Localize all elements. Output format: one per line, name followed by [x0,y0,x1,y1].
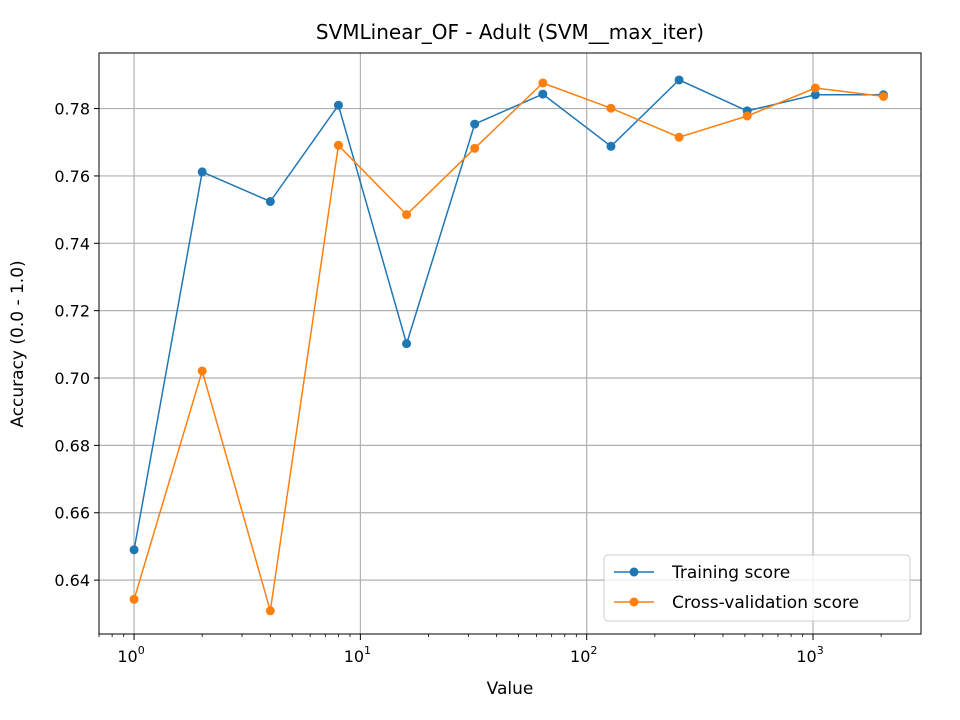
y-tick-label: 0.70 [54,369,90,388]
legend-marker-cross-validation [629,597,639,607]
data-point [606,141,616,151]
legend: Training score Cross-validation score [603,554,911,622]
series-layer [129,75,888,616]
plot-frame [98,52,922,635]
x-tick-label: 101 [344,644,371,666]
data-point [265,197,275,207]
series-cross-validation [129,78,888,616]
series-training [129,75,888,555]
data-point [402,339,412,349]
data-point [538,89,548,99]
x-tick-label: 100 [117,644,144,666]
y-tick-label: 0.66 [54,504,90,523]
series-line [133,82,884,612]
data-point [606,103,616,113]
y-tick-label: 0.68 [54,436,90,455]
data-point [470,143,480,153]
data-point [402,210,412,220]
y-tick-label: 0.64 [54,571,90,590]
axis-ticks: 0.64 0.66 0.68 0.70 0.72 0.74 0.76 0.78 100 101 10… [54,100,882,666]
y-axis-title: Accuracy (0.0 - 1.0) [8,260,28,427]
legend-label-cross-validation: Cross-validation score [672,593,859,613]
data-point [197,167,207,177]
data-point [742,111,752,121]
y-tick-label: 0.72 [54,302,90,321]
legend-marker-training [629,567,639,577]
data-point [538,78,548,88]
data-point [470,119,480,129]
legend-box [603,554,911,622]
y-tick-label: 0.76 [54,167,90,186]
data-point [878,91,888,101]
y-tick-label: 0.74 [54,234,90,253]
data-point [129,545,139,555]
data-point [810,90,820,100]
series-line [133,79,884,550]
x-tick-label: 103 [796,644,823,666]
data-point [333,140,343,150]
legend-label-training: Training score [671,563,790,583]
data-point [265,606,275,616]
data-point [810,83,820,93]
data-point [674,75,684,85]
chart-title: SVMLinear_OF - Adult (SVM__max_iter) [316,20,704,44]
data-point [129,594,139,604]
x-tick-label: 102 [570,644,597,666]
data-point [674,132,684,142]
grid [99,53,921,634]
data-point [333,100,343,110]
data-point [197,366,207,376]
y-tick-label: 0.78 [54,100,90,119]
x-axis-title: Value [487,679,534,699]
